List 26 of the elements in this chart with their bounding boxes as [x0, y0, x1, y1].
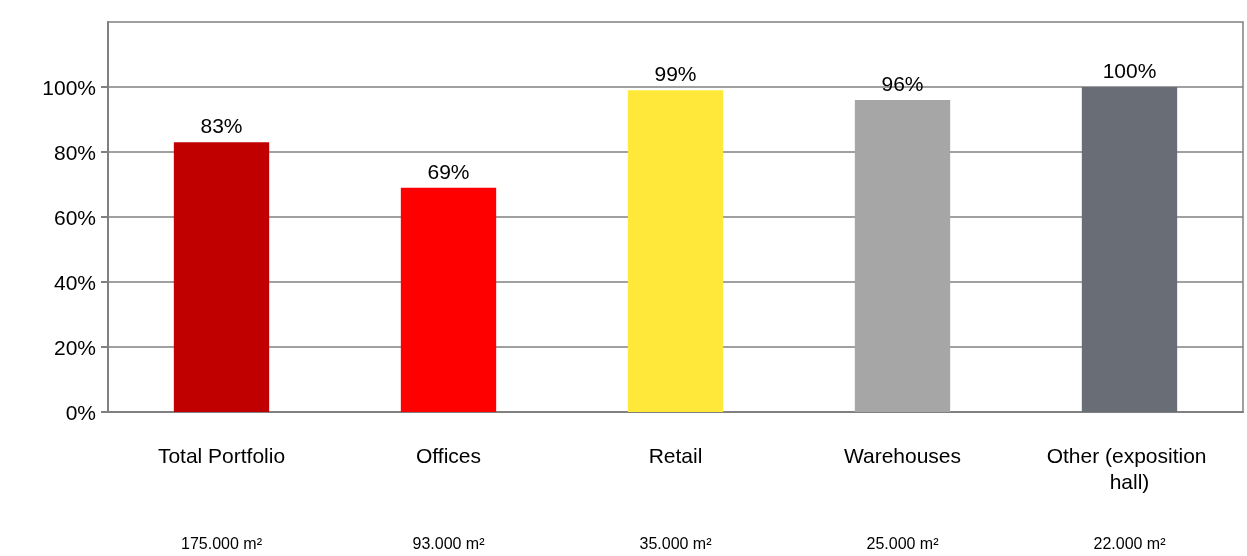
text: 175.000 m² [181, 534, 263, 552]
y-tick-label: 100% [42, 75, 96, 99]
x-tick-label: Retail [648, 443, 703, 467]
data-label: 83% [200, 114, 243, 138]
text: 93.000 m² [412, 534, 486, 552]
bar [173, 142, 270, 412]
y-tick-label: 20% [53, 335, 96, 359]
bar [627, 90, 724, 412]
bar [400, 187, 497, 412]
data-label: 99% [654, 62, 697, 86]
bar [1081, 87, 1178, 412]
x-tick-label: Other (exposition hall) [1046, 443, 1213, 493]
data-label: 69% [427, 159, 470, 183]
y-tick-label: 60% [53, 205, 96, 229]
x-tick-label: Total Portfolio [157, 443, 286, 467]
y-tick-label: 0% [65, 400, 96, 424]
x-tick-label: Offices [416, 443, 481, 467]
y-tick-label: 80% [53, 140, 96, 164]
data-label: 100% [1102, 59, 1157, 82]
y-tick-label: 40% [53, 270, 96, 294]
x-tick-label: Warehouses [843, 443, 962, 467]
bar [854, 100, 951, 412]
text: 22.000 m² [1093, 534, 1167, 552]
text: 35.000 m² [639, 534, 713, 552]
text: 25.000 m² [866, 534, 940, 552]
data-label: 96% [881, 72, 924, 95]
